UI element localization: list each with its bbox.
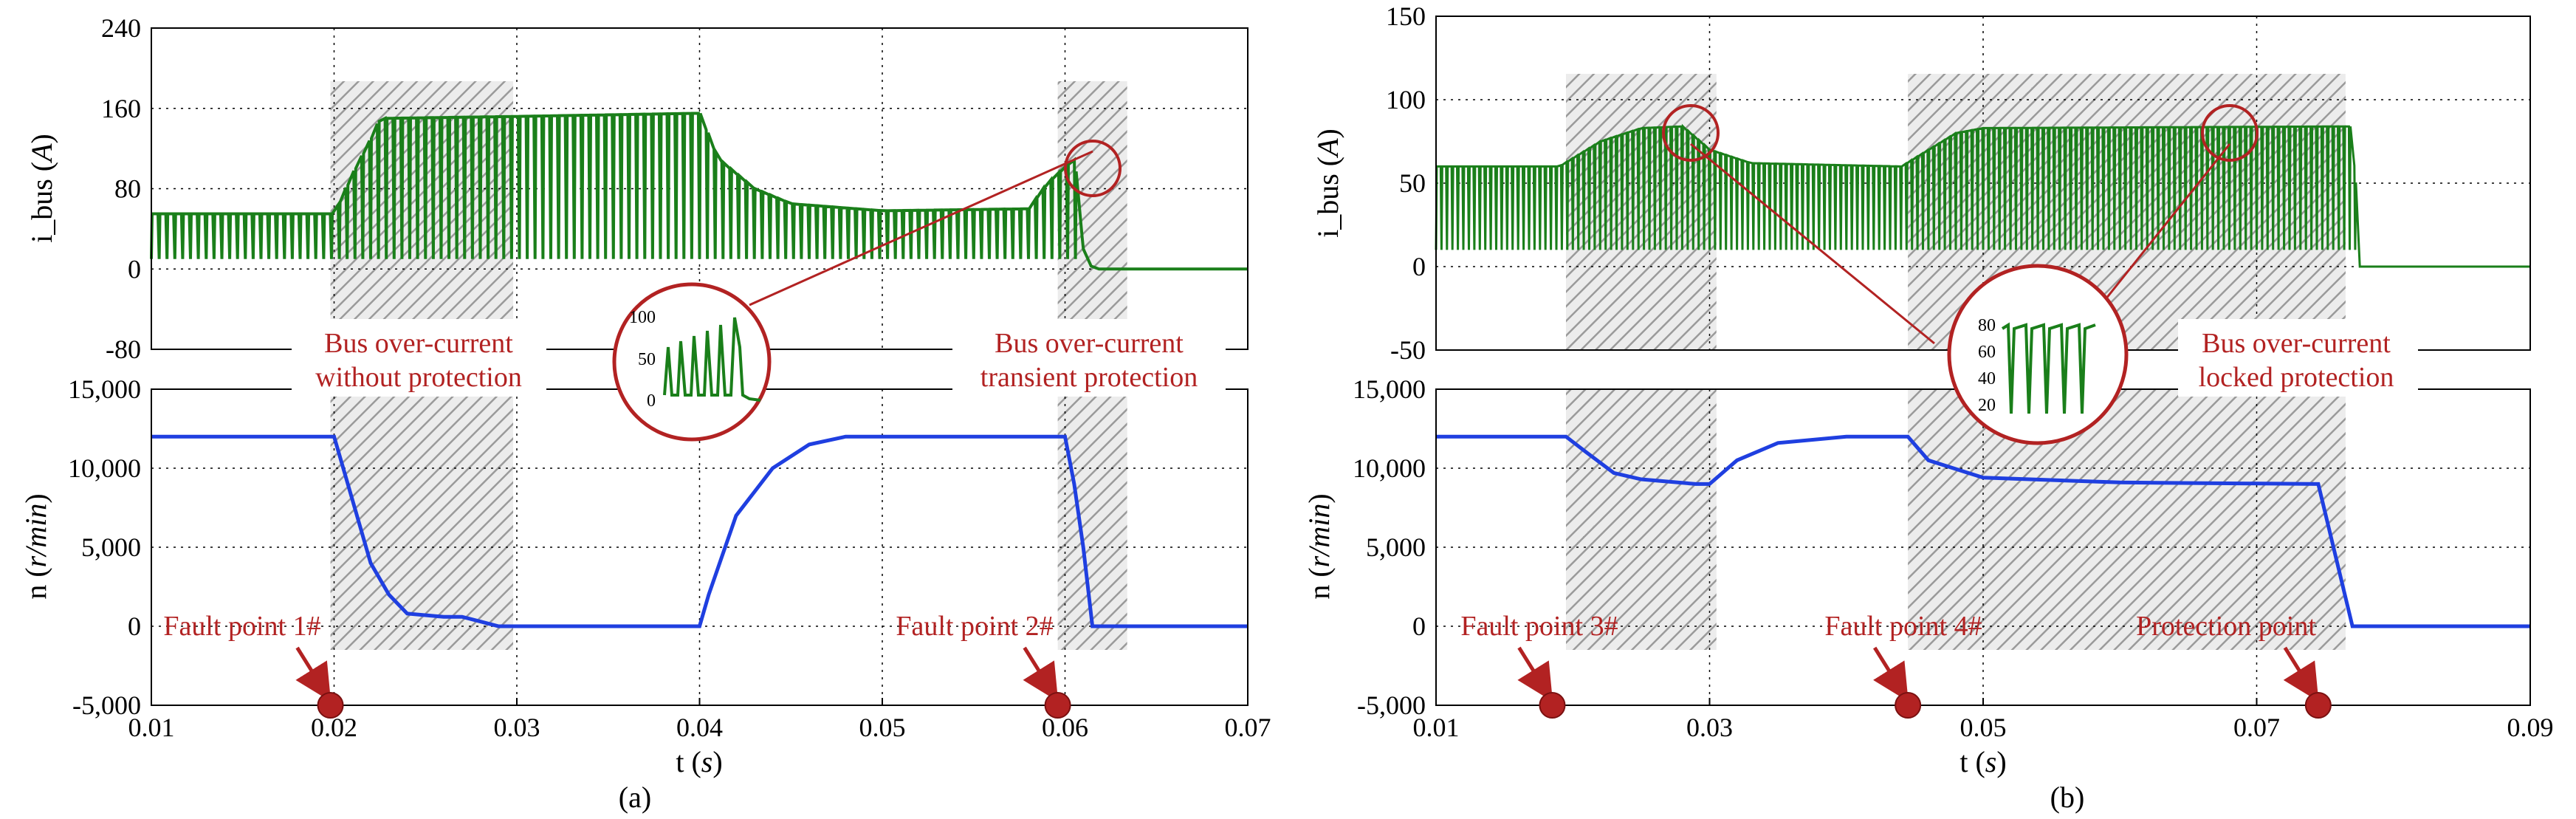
b-top-ytick-label: 0 — [1412, 252, 1426, 281]
a-shade-bottom-1 — [1057, 389, 1127, 650]
panel-a-speed-ylabel: n (r/min) — [19, 493, 52, 599]
zoom-inset-a: 100 50 0 — [612, 282, 772, 442]
b-top-ytick-label: 150 — [1386, 1, 1426, 31]
protection-point-label: Protection point — [2136, 611, 2316, 642]
b-fault-arrow — [2283, 646, 2319, 702]
b-shade-top-0 — [1565, 74, 1717, 350]
panel-a: -80 0 80 160 240 i_bus (A) -5,000 0 5,000 10,00… — [19, 13, 1271, 814]
fault-point-2-label: Fault point 2# — [896, 611, 1053, 642]
a-xtick-label: 0.05 — [859, 713, 906, 742]
b-bottom-ytick-label: 0 — [1412, 611, 1426, 641]
a-fault-arrow — [1023, 646, 1059, 702]
zoom-b-tick-40: 40 — [1978, 369, 1996, 388]
zoom-a-tick-0: 0 — [647, 391, 656, 411]
b-fault-arrow — [1872, 646, 1909, 702]
b-fault-marker — [2304, 692, 2332, 719]
zoom-b-tick-80: 80 — [1978, 316, 1996, 335]
b-xtick-label: 0.03 — [1686, 713, 1733, 742]
zoom-connector-a — [749, 150, 1093, 306]
a-xtick-label: 0.01 — [128, 713, 175, 742]
panel-b-current-chart: -50 0 50 100 150 i_bus (A) — [1311, 1, 2531, 365]
a-fault-marker — [317, 692, 344, 719]
zoom-a-tick-50: 50 — [638, 350, 656, 369]
a-top-ytick-label: 80 — [114, 174, 141, 204]
annotation-box-locked — [2178, 319, 2418, 397]
panel-a-speed-line — [151, 434, 1248, 628]
fault-point-4-label: Fault point 4# — [1824, 611, 1982, 642]
annotation-box-transient — [952, 319, 1226, 397]
a-bottom-ytick-label: -5,000 — [72, 691, 141, 720]
b-bottom-ytick-label: -5,000 — [1357, 691, 1426, 720]
a-bottom-ytick-label: 15,000 — [68, 374, 141, 404]
panel-b-speed-chart: -5,000 0 5,000 10,000 15,000 0.01 0.03 0.05 0.0… — [1302, 374, 2554, 814]
b-fault-marker — [1539, 692, 1566, 719]
zoom-target-circle-a — [1064, 140, 1122, 197]
annotation-transient-line2: transient protection — [980, 362, 1198, 393]
zoom-inset-b: 80 60 40 20 — [1947, 264, 2129, 445]
a-fault-arrow — [295, 646, 332, 702]
b-top-ytick-label: -50 — [1390, 335, 1426, 365]
b-bottom-ytick-label: 10,000 — [1353, 453, 1426, 483]
zoom-b-tick-20: 20 — [1978, 396, 1996, 415]
panel-a-current-line — [150, 112, 1248, 271]
a-top-ytick-label: 160 — [101, 94, 141, 123]
a-fault-marker — [1044, 692, 1071, 719]
annotation-locked-line1: Bus over-current — [2202, 328, 2391, 359]
a-top-ytick-label: 0 — [128, 254, 141, 284]
panel-b-current-line — [1435, 123, 2530, 268]
zoom-a-tick-100: 100 — [629, 308, 656, 327]
zoom-b-tick-60: 60 — [1978, 343, 1996, 362]
a-top-ytick-label: -80 — [106, 335, 141, 364]
panel-b: -50 0 50 100 150 i_bus (A) -5,000 0 5,000 10,00… — [1302, 1, 2554, 814]
fault-point-3-label: Fault point 3# — [1460, 611, 1618, 642]
panel-b-speed-ylabel: n (r/min) — [1302, 493, 1336, 599]
panel-b-current-ylabel: i_bus (A) — [1311, 128, 1344, 238]
panel-a-subcaption: (a) — [619, 781, 651, 814]
panel-a-xlabel: t (s) — [676, 745, 722, 778]
a-bottom-ytick-label: 0 — [128, 611, 141, 641]
zoom-b-trace — [2001, 322, 2096, 414]
a-bottom-ytick-label: 5,000 — [81, 532, 141, 562]
a-xtick-label: 0.04 — [676, 713, 723, 742]
a-bottom-ytick-label: 10,000 — [68, 453, 141, 483]
panel-b-speed-line — [1436, 434, 2530, 628]
zoom-target-circle-b1 — [1662, 104, 1720, 162]
zoom-target-circle-b2 — [2201, 104, 2259, 162]
panel-b-subcaption: (b) — [2050, 781, 2085, 814]
annotation-no-protection-line1: Bus over-current — [324, 328, 513, 359]
a-xtick-label: 0.03 — [494, 713, 540, 742]
b-bottom-ytick-label: 15,000 — [1353, 374, 1426, 404]
b-xtick-label: 0.07 — [2233, 713, 2280, 742]
annotation-locked-line2: locked protection — [2199, 362, 2394, 393]
b-xtick-label: 0.05 — [1960, 713, 2007, 742]
panel-a-current-ylabel: i_bus (A) — [25, 134, 58, 243]
annotation-transient-line1: Bus over-current — [995, 328, 1184, 359]
annotation-no-protection-line2: without protection — [315, 362, 522, 393]
b-fault-marker — [1895, 692, 1922, 719]
a-xtick-label: 0.06 — [1042, 713, 1088, 742]
b-top-ytick-label: 50 — [1399, 168, 1426, 198]
b-shade-bottom-1 — [1908, 389, 2346, 650]
a-xtick-label: 0.07 — [1225, 713, 1271, 742]
panel-b-xlabel: t (s) — [1960, 745, 2006, 778]
b-top-ytick-label: 100 — [1386, 85, 1426, 114]
zoom-connector-b2 — [2095, 143, 2231, 311]
zoom-a-trace — [663, 317, 761, 402]
fault-point-1-label: Fault point 1# — [163, 611, 320, 642]
b-xtick-label: 0.01 — [1413, 713, 1460, 742]
annotation-box-no-protection — [292, 319, 546, 397]
a-shade-bottom-0 — [330, 389, 514, 650]
b-shade-bottom-0 — [1565, 389, 1717, 650]
zoom-connector-b1 — [1690, 143, 1935, 345]
b-fault-arrow — [1517, 646, 1553, 702]
a-top-ytick-label: 240 — [101, 13, 141, 43]
b-xtick-label: 0.09 — [2507, 713, 2554, 742]
b-bottom-ytick-label: 5,000 — [1366, 532, 1426, 562]
